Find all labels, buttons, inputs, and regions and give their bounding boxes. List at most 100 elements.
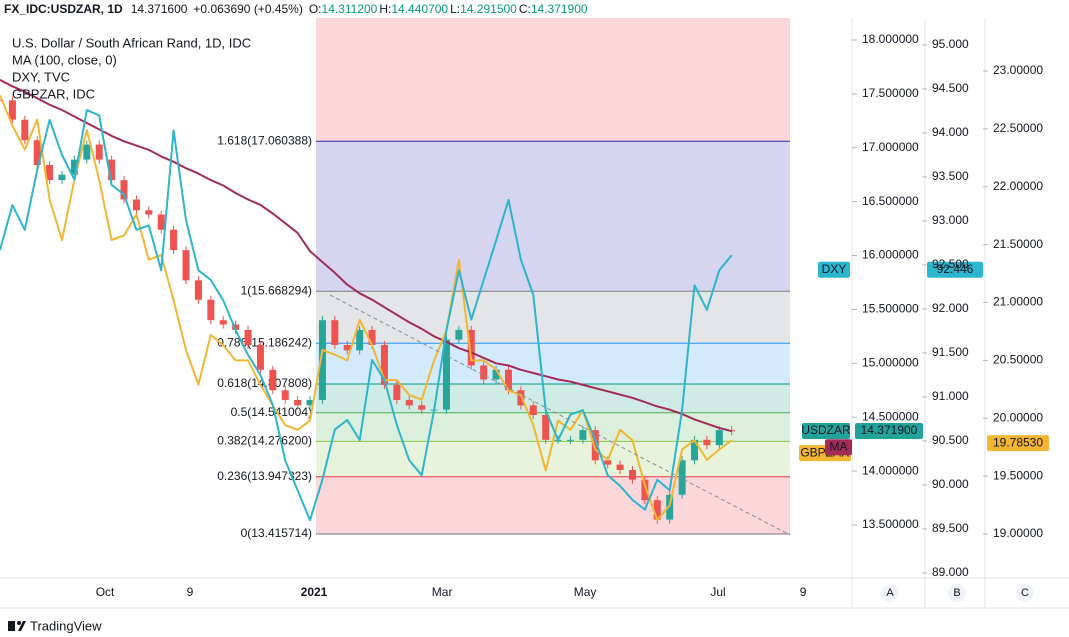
candle [579, 430, 587, 440]
last-price: 14.371600 [131, 2, 188, 16]
overlay: U.S. Dollar / South African Rand, 1D, ID… [12, 35, 1049, 462]
fib-band [316, 18, 790, 142]
ohlc-value: 14.440700 [391, 2, 448, 16]
candle [157, 214, 165, 230]
candle [566, 439, 574, 441]
candle [46, 165, 54, 181]
y-tick-label: 92.500 [932, 257, 969, 271]
candle [653, 500, 661, 520]
candle [678, 460, 686, 495]
candle [703, 439, 711, 446]
scale-button[interactable] [948, 584, 966, 602]
fib-band [316, 291, 790, 344]
scale-button[interactable] [1016, 584, 1034, 602]
fib-label: 0(13.415714) [241, 526, 312, 540]
y-tick-label: 14.500000 [862, 409, 919, 423]
y-tick-label: 21.50000 [993, 237, 1043, 251]
price-tag-bg [987, 435, 1049, 452]
candle [8, 100, 16, 120]
y-tick-label: 93.000 [932, 213, 969, 227]
legend-item: U.S. Dollar / South African Rand, 1D, ID… [12, 35, 251, 50]
candle [405, 399, 413, 406]
candle [542, 415, 550, 440]
x-tick-label: Oct [96, 585, 115, 599]
y-tick-label: 91.500 [932, 345, 969, 359]
candle [380, 344, 388, 385]
y-tick-label: 22.00000 [993, 179, 1043, 193]
price-tag: 14.371900 [861, 423, 918, 437]
candle [145, 210, 153, 215]
candle [517, 390, 525, 406]
fib-label: 0.236(13.947323) [217, 469, 312, 483]
y-tick-label: 90.500 [932, 433, 969, 447]
x-tick-label: Mar [432, 585, 453, 599]
candle [604, 460, 612, 465]
y-tick-label: 21.00000 [993, 295, 1043, 309]
change: +0.063690 (+0.45%) [193, 2, 302, 16]
plot-area: 0(13.415714) 0.236(13.947323) 0.382(14.276… [0, 18, 790, 540]
fib-label: 0.786(15.186242) [217, 335, 312, 349]
scale-button-label: A [886, 587, 894, 599]
y-tick-label: 13.500000 [862, 517, 919, 531]
y-tick-label: 89.000 [932, 565, 969, 579]
y-tick-label: 17.500000 [862, 86, 919, 100]
fib-label: 1.618(17.060388) [217, 133, 312, 147]
candle [194, 280, 202, 300]
brand: TradingView [30, 618, 102, 633]
series-tag-bg [802, 423, 850, 440]
price-tag-bg [855, 423, 923, 440]
candle [294, 399, 302, 406]
y-tick-label: 23.00000 [993, 63, 1043, 77]
series-tag: USDZAR [801, 423, 851, 437]
candle [343, 344, 351, 351]
y-tick-label: 19.00000 [993, 526, 1043, 540]
ohlc-value: 14.371900 [531, 2, 588, 16]
candle [616, 464, 624, 471]
y-tick-label: 14.000000 [862, 463, 919, 477]
fib-label: 0.382(14.276200) [217, 433, 312, 447]
candle [318, 320, 326, 400]
y-tick-label: 90.000 [932, 477, 969, 491]
x-tick-label: 9 [800, 585, 807, 599]
trend-line [329, 294, 791, 536]
candle [219, 320, 227, 325]
y-tick-label: 16.500000 [862, 194, 919, 208]
candle [641, 479, 649, 501]
x-tick-label: 2021 [301, 585, 328, 599]
candle [83, 144, 91, 160]
header: FX_IDC:USDZAR, 1D 14.371600 +0.063690 (+0.… [4, 2, 588, 16]
price-tag-bg [927, 261, 983, 278]
candle [368, 329, 376, 345]
candle [132, 199, 140, 211]
ohlc-label: O: [309, 2, 322, 16]
y-tick-label: 91.000 [932, 389, 969, 403]
candle [182, 250, 190, 281]
candle [529, 405, 537, 416]
legend-item: MA (100, close, 0) [12, 52, 117, 67]
line-series [0, 94, 733, 522]
candle [58, 174, 66, 181]
y-tick-label: 20.00000 [993, 410, 1043, 424]
y-tick-label: 22.50000 [993, 121, 1043, 135]
line-series [0, 109, 733, 522]
candle [281, 390, 289, 400]
candle [256, 344, 264, 370]
scale-button-label: B [953, 587, 960, 599]
series-tag: MA [830, 439, 848, 453]
candle [120, 180, 128, 200]
ohlc-value: 14.291500 [460, 2, 517, 16]
x-tick-label: 9 [187, 585, 194, 599]
y-tick-label: 17.000000 [862, 140, 919, 154]
legend-item: GBPZAR, IDC [12, 86, 95, 101]
price-tag: 92.446 [937, 262, 974, 276]
candle [108, 159, 116, 181]
candle [666, 494, 674, 520]
y-tick-label: 95.000 [932, 37, 969, 51]
candle [628, 470, 636, 480]
scale-button[interactable] [881, 584, 899, 602]
y-tick-label: 92.000 [932, 301, 969, 315]
candle [442, 339, 450, 410]
candle [33, 140, 41, 166]
candle [393, 384, 401, 400]
